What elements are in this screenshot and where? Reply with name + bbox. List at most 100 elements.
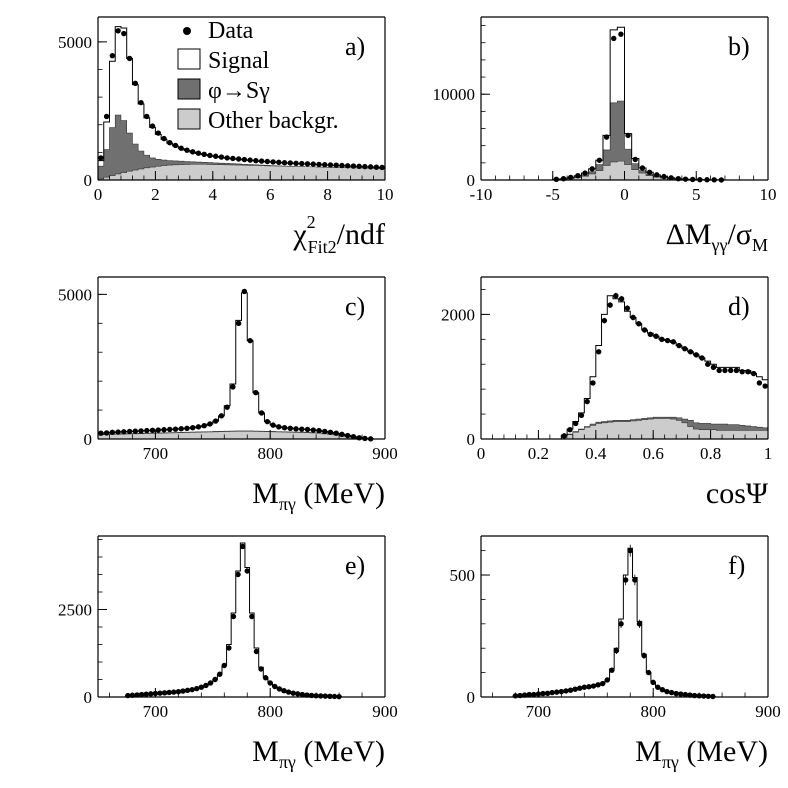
x-tick-label-d: 0.8 bbox=[700, 444, 721, 463]
data-point bbox=[682, 176, 689, 182]
data-point bbox=[710, 693, 716, 700]
panel-label-c: c) bbox=[345, 292, 365, 321]
data-point bbox=[247, 157, 253, 163]
x-axis-label-part: M bbox=[635, 735, 662, 768]
data-point bbox=[253, 390, 259, 396]
data-point bbox=[521, 692, 528, 698]
data-point bbox=[577, 685, 583, 691]
data-point bbox=[230, 384, 236, 390]
x-tick-label-a: 8 bbox=[323, 185, 332, 204]
data-point bbox=[595, 682, 601, 688]
data-point bbox=[362, 435, 368, 442]
data-point bbox=[264, 418, 271, 425]
data-point bbox=[290, 690, 296, 696]
data-point bbox=[367, 436, 374, 442]
data-point bbox=[567, 687, 574, 693]
data-point bbox=[647, 331, 654, 338]
data-point bbox=[178, 145, 184, 151]
data-point bbox=[379, 164, 385, 171]
panel-d: 0 0.2 0.4 0.6 0.8 1 0 2000 d) cosΨ bbox=[441, 276, 772, 510]
data-point bbox=[270, 422, 276, 428]
signal-hist-e bbox=[125, 542, 342, 698]
data-point bbox=[344, 163, 351, 169]
panel-label-d: d) bbox=[728, 292, 750, 321]
data-point bbox=[212, 153, 219, 159]
data-point bbox=[244, 568, 250, 574]
data-point bbox=[704, 177, 710, 183]
data-point bbox=[567, 174, 574, 181]
data-point bbox=[650, 679, 656, 686]
x-axis-label-part: χ bbox=[292, 218, 307, 251]
data-point bbox=[609, 667, 615, 673]
x-tick-label-b: -10 bbox=[470, 185, 493, 204]
data-point bbox=[148, 691, 154, 697]
data-point bbox=[607, 302, 613, 308]
x-tick-label-a: 4 bbox=[209, 185, 218, 204]
data-point bbox=[535, 691, 542, 697]
x-tick-label-b: 10 bbox=[760, 185, 777, 204]
data-point bbox=[356, 435, 362, 441]
data-point bbox=[560, 176, 567, 182]
data-point bbox=[276, 424, 282, 430]
data-point bbox=[253, 157, 259, 164]
data-point bbox=[247, 337, 253, 344]
data-point bbox=[126, 428, 133, 435]
panel-label-e: e) bbox=[345, 551, 365, 580]
y-tick-label-d: 2000 bbox=[441, 305, 475, 324]
x-axis-label-part: M bbox=[752, 235, 768, 255]
stack-hist-other-d bbox=[561, 418, 769, 440]
data-point bbox=[115, 429, 121, 435]
data-point bbox=[157, 690, 163, 696]
x-tick-label-f: 900 bbox=[755, 702, 781, 721]
data-point bbox=[161, 690, 168, 696]
x-axis-label-e: Mπγ (MeV) bbox=[252, 735, 385, 772]
data-point bbox=[718, 177, 725, 183]
data-point bbox=[673, 690, 679, 697]
data-point bbox=[540, 690, 546, 697]
data-point bbox=[190, 149, 196, 155]
data-point bbox=[161, 427, 167, 433]
panel-label-b: b) bbox=[728, 32, 750, 61]
data-point bbox=[745, 369, 751, 375]
data-point bbox=[578, 412, 585, 419]
y-tick-label-a: 0 bbox=[84, 171, 93, 190]
data-point bbox=[276, 159, 282, 166]
data-point bbox=[322, 693, 329, 699]
data-point bbox=[710, 364, 717, 371]
x-axis-label-part: (MeV) bbox=[296, 735, 385, 768]
data-point bbox=[126, 55, 133, 62]
x-axis-label-f: Mπγ (MeV) bbox=[635, 735, 768, 772]
data-point bbox=[646, 169, 653, 175]
data-point bbox=[316, 427, 322, 434]
data-point bbox=[327, 162, 334, 168]
data-point bbox=[138, 691, 145, 698]
data-point bbox=[682, 345, 688, 352]
data-point bbox=[613, 292, 619, 299]
data-point bbox=[149, 427, 156, 434]
x-axis-label-b: ΔMγγ/σM bbox=[666, 218, 768, 255]
data-point bbox=[350, 163, 357, 169]
x-axis-label-part: 2 bbox=[307, 212, 316, 232]
x-tick-label-d: 0.4 bbox=[585, 444, 607, 463]
data-point bbox=[589, 166, 595, 172]
data-point bbox=[682, 691, 689, 698]
x-tick-label-c: 800 bbox=[257, 444, 283, 463]
panel-c: 700 800 900 0 5000 c) Mπγ (MeV) bbox=[58, 276, 398, 514]
x-tick-label-e: 700 bbox=[143, 702, 169, 721]
data-point bbox=[655, 684, 661, 690]
y-tick-label-f: 500 bbox=[450, 566, 476, 585]
data-point bbox=[216, 671, 223, 677]
data-point bbox=[344, 432, 351, 439]
data-point bbox=[267, 680, 273, 686]
data-point bbox=[184, 425, 190, 431]
data-point bbox=[239, 543, 246, 550]
data-point bbox=[611, 35, 617, 42]
data-point bbox=[603, 134, 610, 140]
data-point bbox=[632, 577, 638, 583]
data-point bbox=[155, 130, 161, 136]
x-axis-label-part: /ndf bbox=[337, 218, 385, 251]
data-point bbox=[316, 161, 322, 168]
legend-swatch-phi-s bbox=[177, 78, 201, 100]
data-point bbox=[696, 693, 702, 699]
data-point bbox=[639, 165, 646, 171]
